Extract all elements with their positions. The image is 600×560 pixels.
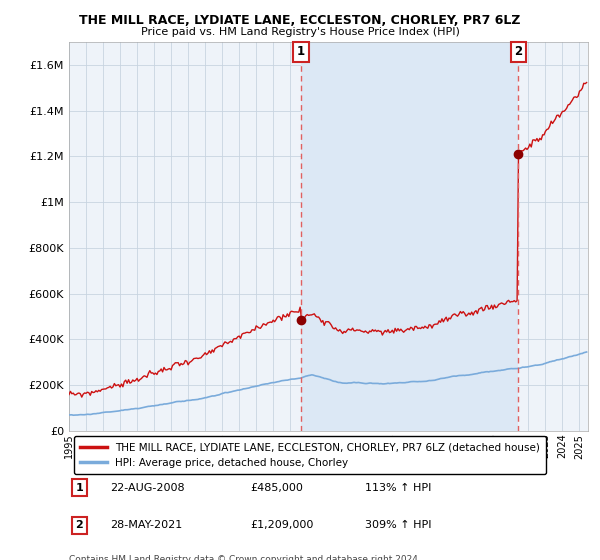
Legend: THE MILL RACE, LYDIATE LANE, ECCLESTON, CHORLEY, PR7 6LZ (detached house), HPI: : THE MILL RACE, LYDIATE LANE, ECCLESTON, … <box>74 436 546 474</box>
Text: Price paid vs. HM Land Registry's House Price Index (HPI): Price paid vs. HM Land Registry's House … <box>140 27 460 37</box>
Text: 2: 2 <box>514 45 523 58</box>
Text: 28-MAY-2021: 28-MAY-2021 <box>110 520 183 530</box>
Text: Contains HM Land Registry data © Crown copyright and database right 2024.
This d: Contains HM Land Registry data © Crown c… <box>69 555 421 560</box>
Text: £485,000: £485,000 <box>251 483 304 492</box>
Bar <box>301 42 518 431</box>
Text: 1: 1 <box>297 45 305 58</box>
Text: 309% ↑ HPI: 309% ↑ HPI <box>365 520 431 530</box>
Text: 1: 1 <box>76 483 83 492</box>
Text: 113% ↑ HPI: 113% ↑ HPI <box>365 483 431 492</box>
Text: 2: 2 <box>76 520 83 530</box>
Text: 22-AUG-2008: 22-AUG-2008 <box>110 483 185 492</box>
Text: £1,209,000: £1,209,000 <box>251 520 314 530</box>
Text: THE MILL RACE, LYDIATE LANE, ECCLESTON, CHORLEY, PR7 6LZ: THE MILL RACE, LYDIATE LANE, ECCLESTON, … <box>79 14 521 27</box>
